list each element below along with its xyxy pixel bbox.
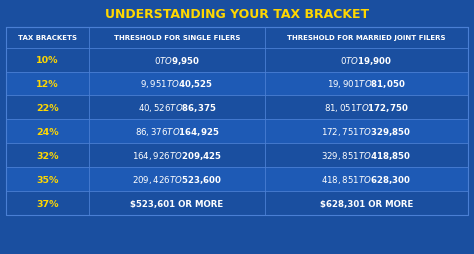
Text: $164,926 TO $209,425: $164,926 TO $209,425 xyxy=(132,150,222,162)
Text: UNDERSTANDING YOUR TAX BRACKET: UNDERSTANDING YOUR TAX BRACKET xyxy=(105,8,369,21)
Bar xyxy=(6,96,468,120)
Text: $209,426 TO $523,600: $209,426 TO $523,600 xyxy=(132,174,222,186)
Text: $628,301 OR MORE: $628,301 OR MORE xyxy=(319,199,413,208)
Text: 35%: 35% xyxy=(36,175,59,184)
Text: 37%: 37% xyxy=(36,199,59,208)
Text: $81,051 TO $172,750: $81,051 TO $172,750 xyxy=(324,102,409,114)
Bar xyxy=(6,192,468,215)
Bar xyxy=(6,48,468,72)
Bar xyxy=(6,72,468,96)
Text: 24%: 24% xyxy=(36,128,59,136)
Text: $329,851 TO $418,850: $329,851 TO $418,850 xyxy=(321,150,411,162)
Text: $86,376 TO $164,925: $86,376 TO $164,925 xyxy=(135,126,219,138)
Text: $523,601 OR MORE: $523,601 OR MORE xyxy=(130,199,224,208)
Text: 10%: 10% xyxy=(36,56,59,65)
Text: $19,901 TO $81,050: $19,901 TO $81,050 xyxy=(327,78,406,90)
Text: 12%: 12% xyxy=(36,80,59,89)
Bar xyxy=(6,144,468,168)
Text: $418,851 TO $628,300: $418,851 TO $628,300 xyxy=(321,174,411,186)
Bar xyxy=(6,28,468,48)
Text: $0 TO $9,950: $0 TO $9,950 xyxy=(154,54,200,66)
Text: TAX BRACKETS: TAX BRACKETS xyxy=(18,35,77,41)
Text: $0 TO $19,900: $0 TO $19,900 xyxy=(340,54,392,66)
Text: $172,751 TO $329,850: $172,751 TO $329,850 xyxy=(321,126,411,138)
Bar xyxy=(6,168,468,192)
Text: 32%: 32% xyxy=(36,151,59,160)
Text: 22%: 22% xyxy=(36,104,59,113)
Text: THRESHOLD FOR MARRIED JOINT FILERS: THRESHOLD FOR MARRIED JOINT FILERS xyxy=(287,35,446,41)
Bar xyxy=(6,28,468,215)
Text: $9,951 TO $40,525: $9,951 TO $40,525 xyxy=(140,78,213,90)
Text: THRESHOLD FOR SINGLE FILERS: THRESHOLD FOR SINGLE FILERS xyxy=(114,35,240,41)
Text: $40,526 TO $86,375: $40,526 TO $86,375 xyxy=(138,102,216,114)
Bar xyxy=(6,120,468,144)
